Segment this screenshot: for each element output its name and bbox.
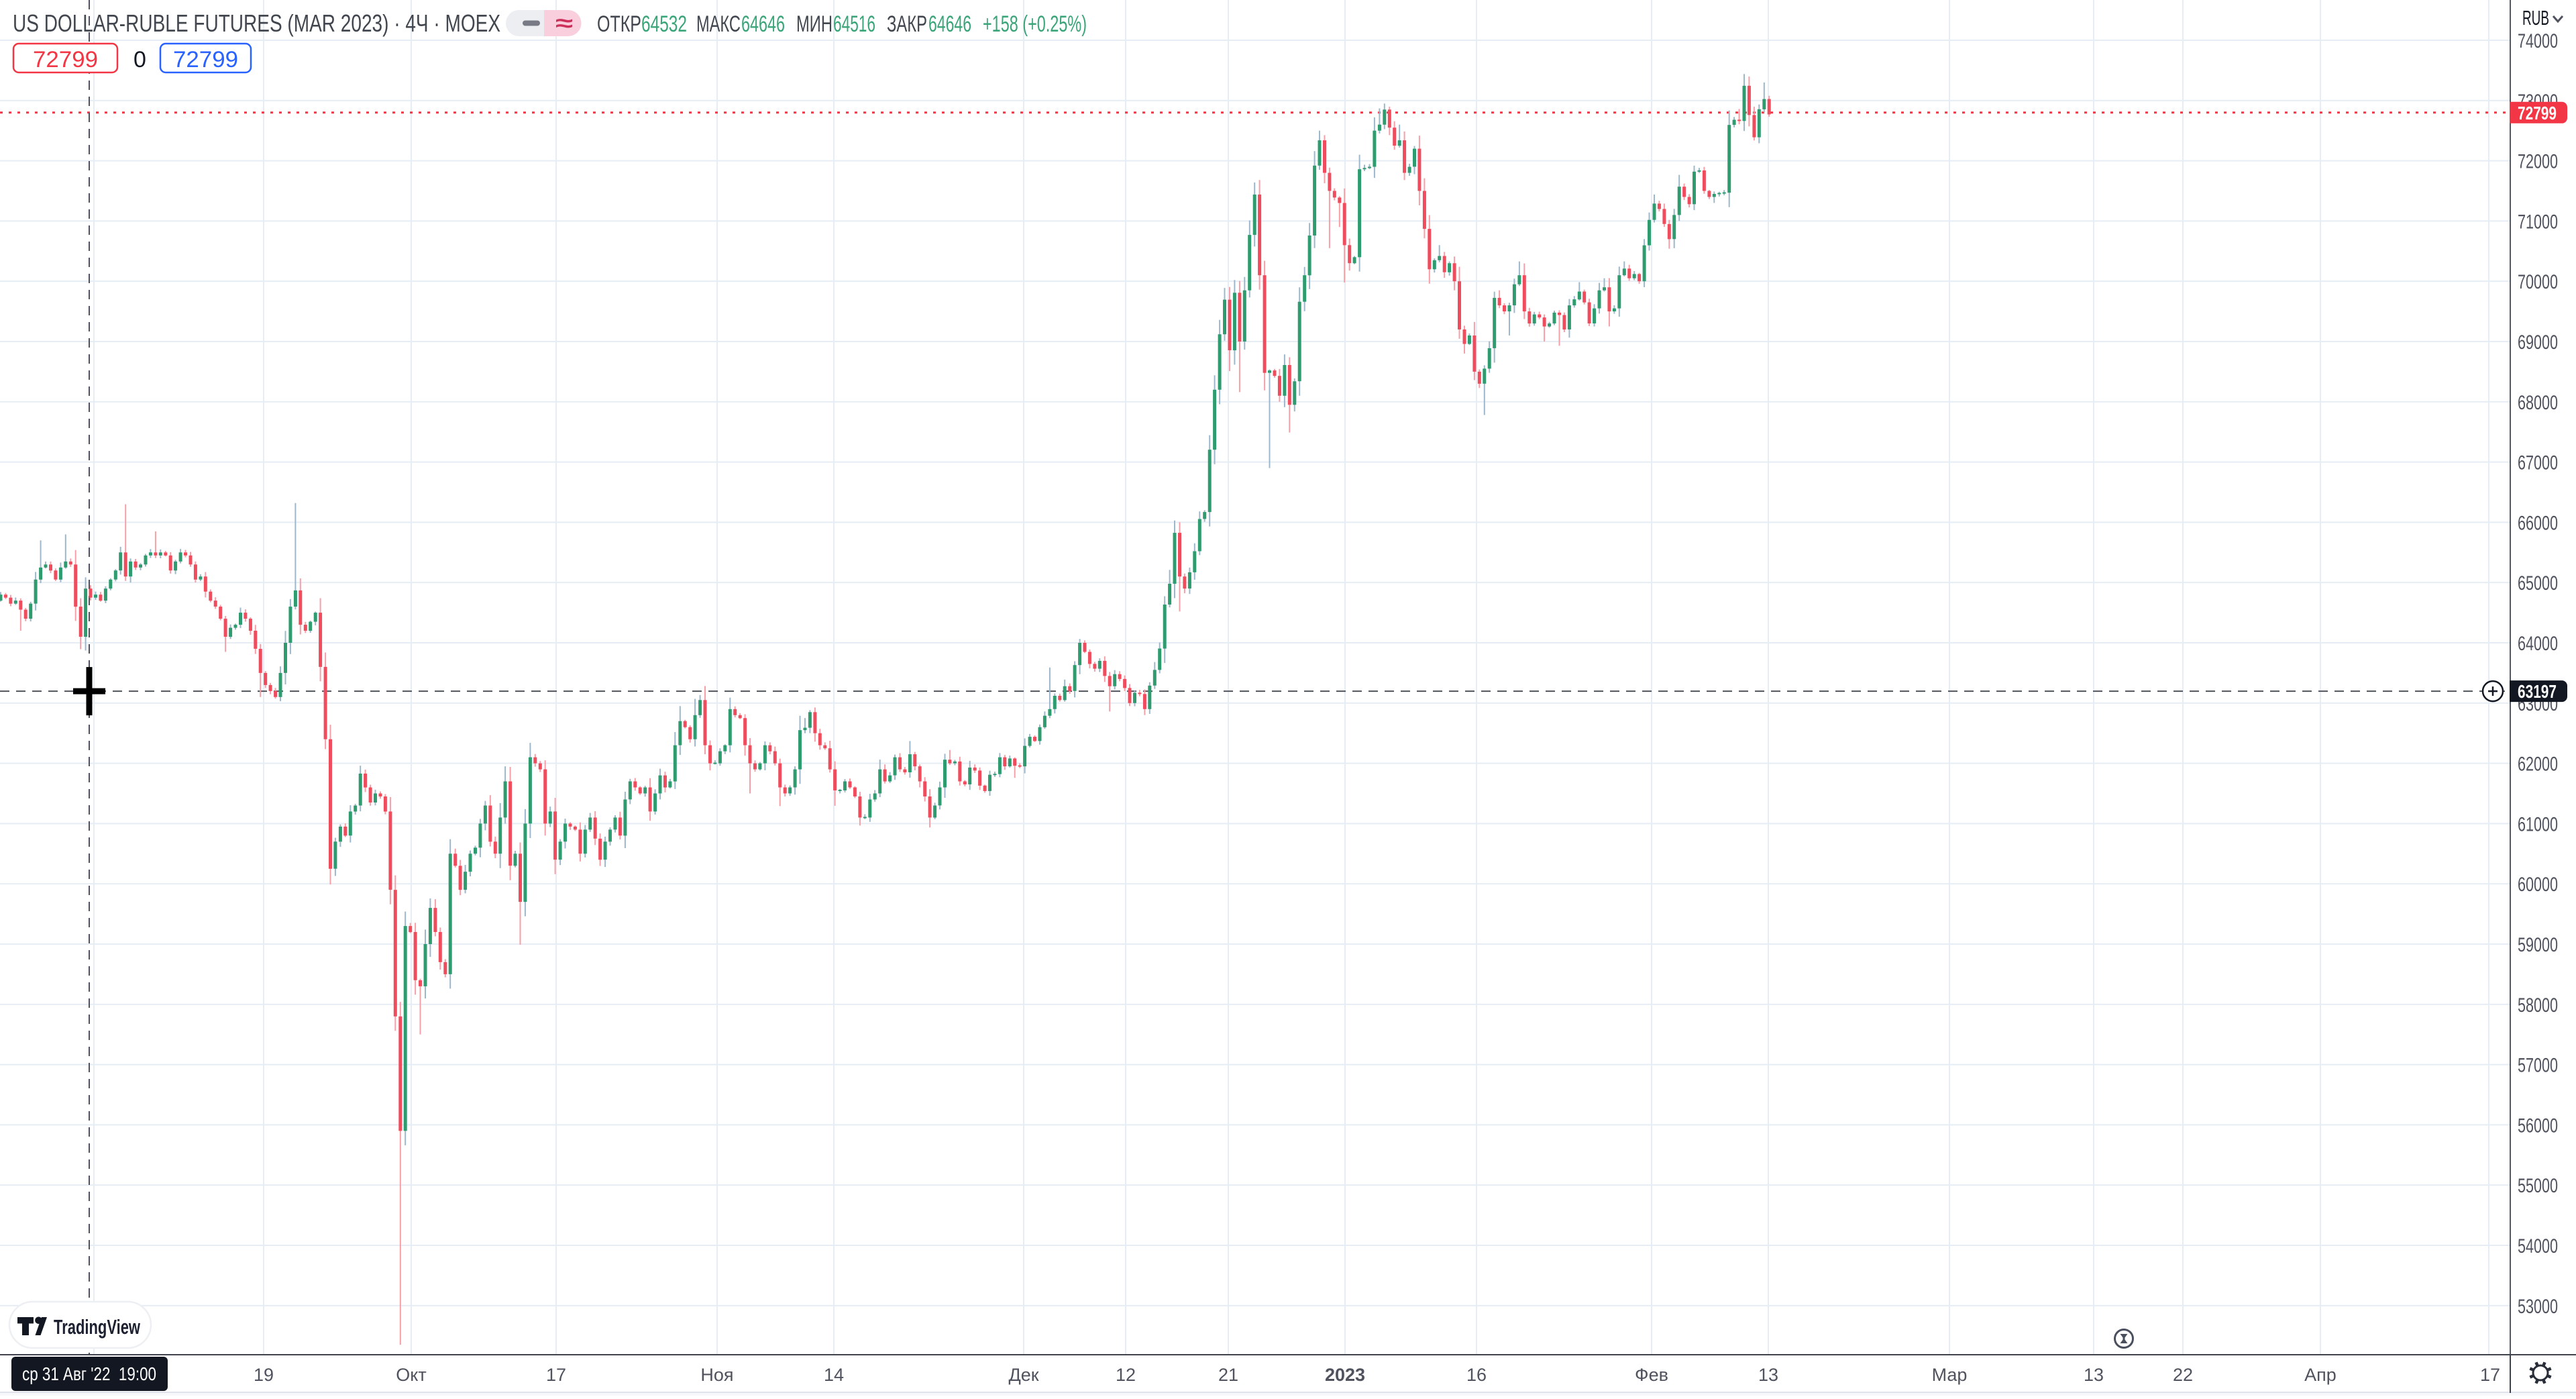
svg-text:22: 22: [2173, 1365, 2193, 1385]
svg-text:65000: 65000: [2518, 572, 2558, 594]
svg-text:59000: 59000: [2518, 934, 2558, 956]
svg-text:56000: 56000: [2518, 1115, 2558, 1137]
svg-text:2023: 2023: [1325, 1365, 1365, 1385]
svg-text:66000: 66000: [2518, 512, 2558, 534]
svg-text:70000: 70000: [2518, 271, 2558, 293]
svg-text:69000: 69000: [2518, 331, 2558, 354]
svg-text:МАКС: МАКС: [696, 11, 741, 37]
svg-text:57000: 57000: [2518, 1055, 2558, 1077]
svg-text:63197: 63197: [2518, 681, 2557, 702]
svg-text:Фев: Фев: [1635, 1365, 1668, 1385]
svg-text:Окт: Окт: [396, 1365, 426, 1385]
svg-text:Дек: Дек: [1008, 1365, 1038, 1385]
svg-text:14: 14: [824, 1365, 844, 1385]
svg-text:≈: ≈: [555, 11, 573, 36]
svg-text:+158 (+0.25%): +158 (+0.25%): [983, 11, 1087, 37]
svg-text:12: 12: [1116, 1365, 1136, 1385]
svg-text:74000: 74000: [2518, 30, 2558, 52]
svg-text:72799: 72799: [2518, 103, 2557, 123]
svg-text:Апр: Апр: [2304, 1365, 2337, 1385]
svg-text:62000: 62000: [2518, 754, 2558, 776]
svg-text:67000: 67000: [2518, 452, 2558, 474]
svg-text:64532: 64532: [641, 11, 687, 37]
svg-text:US DOLLAR-RUBLE FUTURES (MAR 2: US DOLLAR-RUBLE FUTURES (MAR 2023) · 4Ч …: [13, 9, 500, 37]
svg-text:ср 31 Авг '22 19:00: ср 31 Авг '22 19:00: [22, 1363, 156, 1384]
svg-text:72000: 72000: [2518, 151, 2558, 173]
svg-text:53000: 53000: [2518, 1296, 2558, 1318]
svg-text:16: 16: [1466, 1365, 1487, 1385]
svg-text:13: 13: [2084, 1365, 2104, 1385]
svg-text:71000: 71000: [2518, 211, 2558, 233]
svg-text:60000: 60000: [2518, 874, 2558, 896]
svg-text:19: 19: [254, 1365, 274, 1385]
svg-text:Мар: Мар: [1932, 1365, 1968, 1385]
svg-text:61000: 61000: [2518, 813, 2558, 835]
svg-text:ОТКР: ОТКР: [597, 11, 641, 37]
svg-text:64646: 64646: [928, 11, 971, 37]
svg-text:64646: 64646: [741, 11, 785, 37]
svg-text:72799: 72799: [173, 47, 238, 72]
svg-text:ЗАКР: ЗАКР: [887, 11, 927, 37]
svg-text:МИН: МИН: [796, 11, 833, 37]
svg-text:58000: 58000: [2518, 994, 2558, 1017]
svg-text:13: 13: [1758, 1365, 1778, 1385]
svg-text:17: 17: [2480, 1365, 2500, 1385]
svg-text:54000: 54000: [2518, 1235, 2558, 1257]
svg-text:21: 21: [1218, 1365, 1238, 1385]
svg-text:Ноя: Ноя: [700, 1365, 733, 1385]
svg-text:RUB: RUB: [2522, 6, 2549, 30]
svg-text:68000: 68000: [2518, 392, 2558, 414]
svg-text:72799: 72799: [33, 47, 98, 72]
svg-text:64516: 64516: [833, 11, 875, 37]
svg-text:17: 17: [546, 1365, 566, 1385]
svg-text:0: 0: [133, 47, 146, 72]
svg-text:55000: 55000: [2518, 1175, 2558, 1197]
svg-text:64000: 64000: [2518, 633, 2558, 655]
svg-text:TradingView: TradingView: [54, 1315, 141, 1339]
